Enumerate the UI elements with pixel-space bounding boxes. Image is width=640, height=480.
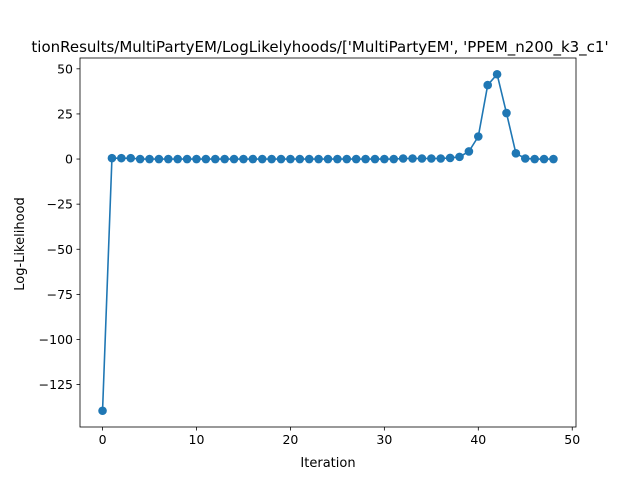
data-point xyxy=(427,154,436,163)
data-point xyxy=(474,132,483,141)
data-point xyxy=(304,154,314,164)
data-point xyxy=(539,154,549,164)
y-tick-label: −50 xyxy=(47,242,73,257)
data-point xyxy=(210,154,220,164)
data-point xyxy=(314,154,323,164)
y-axis-label: Log-Likelihood xyxy=(13,197,28,290)
data-point xyxy=(154,154,164,164)
y-tick-label: −75 xyxy=(47,287,73,302)
x-tick-label: 30 xyxy=(376,432,392,447)
data-point xyxy=(135,154,145,164)
data-point xyxy=(502,108,511,118)
data-point xyxy=(549,154,558,164)
data-point xyxy=(286,154,295,164)
y-tick-label: −25 xyxy=(47,197,73,212)
data-point xyxy=(239,154,248,164)
data-point xyxy=(323,154,333,164)
data-point xyxy=(248,154,258,164)
data-point xyxy=(276,154,286,164)
x-tick-label: 40 xyxy=(470,432,486,447)
data-point xyxy=(117,153,126,163)
data-point xyxy=(145,154,154,164)
data-point xyxy=(257,154,267,164)
y-tick-label: −100 xyxy=(39,332,73,347)
plot-area: 0 10 20 30 40 50 50 25 0 −25 −50 −75 −100 −125 xyxy=(39,57,580,447)
chart-title: tionResults/MultiPartyEM/LogLikelyhoods/… xyxy=(31,38,608,57)
x-tick-label: 50 xyxy=(564,432,580,447)
data-point xyxy=(436,154,446,163)
x-tick-label: 20 xyxy=(282,432,298,447)
data-point xyxy=(98,406,107,416)
data-point xyxy=(511,148,521,158)
data-point xyxy=(417,154,427,163)
x-tick-label: 10 xyxy=(189,432,205,447)
data-point xyxy=(182,154,192,164)
data-point xyxy=(126,153,136,163)
series-line xyxy=(101,73,554,411)
y-tick-label: 50 xyxy=(57,61,73,76)
data-point xyxy=(351,154,361,164)
data-point xyxy=(492,69,502,79)
data-point xyxy=(295,154,305,164)
data-point xyxy=(361,154,370,164)
data-point xyxy=(464,147,474,156)
data-point xyxy=(530,154,539,164)
data-point xyxy=(398,154,408,163)
data-point xyxy=(370,154,380,164)
data-point xyxy=(342,154,352,164)
x-tick-label: 0 xyxy=(99,432,107,447)
data-point xyxy=(173,154,182,164)
data-point xyxy=(445,153,455,163)
data-point xyxy=(333,154,342,164)
data-point xyxy=(483,80,492,90)
data-point xyxy=(201,154,211,164)
x-axis-label: Iteration xyxy=(300,456,355,471)
y-tick-label: −125 xyxy=(39,377,73,392)
data-point xyxy=(408,154,417,163)
data-point xyxy=(389,154,399,164)
y-tick-label: 0 xyxy=(65,152,73,167)
data-point xyxy=(192,154,201,164)
data-point xyxy=(164,154,173,164)
data-point xyxy=(455,152,464,162)
data-point xyxy=(220,154,229,164)
plot-frame xyxy=(79,57,577,428)
y-tick-label: 25 xyxy=(57,106,73,121)
data-point xyxy=(229,154,239,164)
data-point xyxy=(267,154,276,164)
data-point xyxy=(520,154,530,163)
data-point xyxy=(107,153,117,163)
data-point xyxy=(380,154,389,164)
